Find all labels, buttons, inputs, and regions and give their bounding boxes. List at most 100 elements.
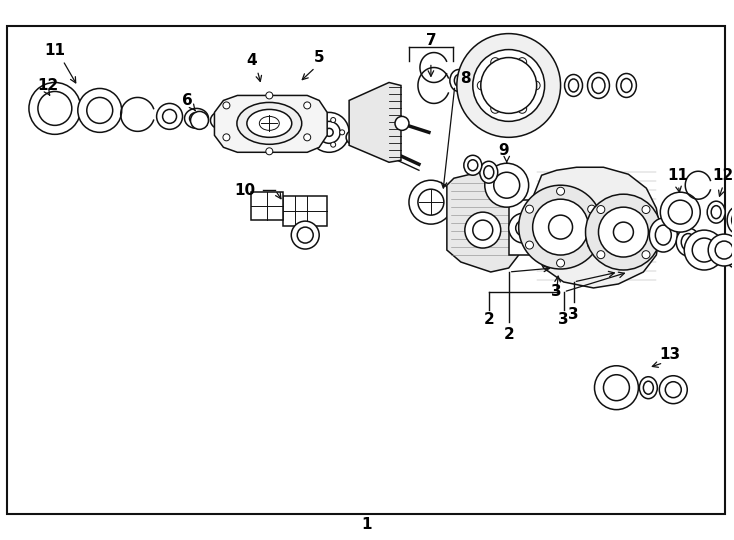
Text: 7: 7 (426, 33, 436, 48)
Circle shape (473, 50, 545, 122)
Ellipse shape (468, 160, 478, 171)
Circle shape (484, 163, 528, 207)
Text: 12: 12 (713, 168, 734, 183)
Circle shape (659, 376, 687, 404)
Circle shape (642, 251, 650, 259)
Circle shape (595, 366, 639, 410)
Circle shape (266, 92, 273, 99)
Circle shape (316, 138, 321, 143)
Circle shape (457, 33, 561, 137)
Circle shape (668, 200, 692, 224)
Ellipse shape (189, 112, 203, 124)
Text: 2: 2 (504, 327, 514, 342)
Circle shape (491, 104, 500, 113)
Text: 9: 9 (498, 143, 509, 158)
Circle shape (493, 70, 525, 102)
Circle shape (346, 130, 360, 144)
Circle shape (304, 102, 310, 109)
Ellipse shape (681, 234, 695, 251)
Ellipse shape (450, 70, 468, 91)
Ellipse shape (295, 117, 313, 139)
Circle shape (223, 134, 230, 141)
Bar (258, 118, 291, 132)
Circle shape (526, 241, 534, 249)
Circle shape (708, 234, 734, 266)
Ellipse shape (564, 75, 583, 97)
Ellipse shape (454, 75, 463, 86)
Circle shape (517, 104, 527, 113)
Ellipse shape (299, 122, 309, 135)
Text: 1: 1 (361, 517, 371, 532)
Ellipse shape (639, 377, 658, 399)
Polygon shape (528, 167, 661, 288)
Circle shape (588, 205, 596, 213)
Text: 3: 3 (551, 285, 562, 300)
Circle shape (519, 185, 603, 269)
Text: 8: 8 (460, 71, 471, 86)
Text: 11: 11 (668, 168, 688, 183)
Ellipse shape (708, 241, 718, 255)
Circle shape (597, 206, 605, 213)
Ellipse shape (732, 212, 734, 228)
Circle shape (409, 180, 453, 224)
Text: 11: 11 (44, 43, 65, 58)
Ellipse shape (725, 242, 734, 268)
Circle shape (156, 104, 183, 130)
Ellipse shape (730, 247, 734, 263)
Ellipse shape (727, 206, 734, 234)
Ellipse shape (259, 117, 280, 130)
Circle shape (316, 122, 321, 127)
Ellipse shape (655, 225, 672, 245)
Circle shape (665, 382, 681, 397)
Circle shape (642, 206, 650, 213)
Ellipse shape (569, 79, 578, 92)
Polygon shape (214, 96, 327, 152)
Ellipse shape (711, 206, 722, 219)
Bar (251, 192, 283, 220)
Circle shape (465, 212, 501, 248)
Circle shape (586, 194, 661, 270)
Text: 4: 4 (246, 53, 257, 68)
Circle shape (78, 89, 122, 132)
Circle shape (548, 215, 573, 239)
Ellipse shape (704, 236, 722, 260)
Circle shape (526, 205, 534, 213)
Circle shape (603, 375, 629, 401)
Circle shape (297, 227, 313, 243)
Circle shape (331, 118, 335, 123)
Text: 10: 10 (234, 183, 255, 198)
Ellipse shape (587, 72, 609, 98)
Circle shape (598, 207, 648, 257)
Polygon shape (349, 83, 401, 163)
Ellipse shape (236, 114, 255, 130)
Circle shape (597, 251, 605, 259)
Circle shape (309, 112, 349, 152)
Ellipse shape (211, 111, 233, 130)
Text: 3: 3 (559, 312, 569, 327)
Text: 5: 5 (314, 50, 324, 65)
Text: 12: 12 (37, 78, 59, 93)
Circle shape (477, 81, 486, 90)
Text: 6: 6 (182, 93, 193, 108)
Ellipse shape (617, 73, 636, 97)
Circle shape (38, 91, 72, 125)
Circle shape (614, 222, 633, 242)
Circle shape (473, 220, 493, 240)
Circle shape (556, 187, 564, 195)
Circle shape (481, 58, 537, 113)
Bar (283, 196, 327, 226)
Circle shape (418, 189, 444, 215)
Circle shape (331, 142, 335, 147)
Circle shape (531, 81, 540, 90)
Circle shape (661, 192, 700, 232)
Circle shape (340, 130, 345, 135)
Polygon shape (447, 172, 519, 272)
Circle shape (291, 221, 319, 249)
Circle shape (517, 58, 527, 66)
Ellipse shape (464, 156, 482, 176)
Ellipse shape (621, 78, 632, 92)
Circle shape (533, 199, 589, 255)
Ellipse shape (676, 228, 700, 256)
Circle shape (556, 259, 564, 267)
Circle shape (325, 129, 333, 136)
